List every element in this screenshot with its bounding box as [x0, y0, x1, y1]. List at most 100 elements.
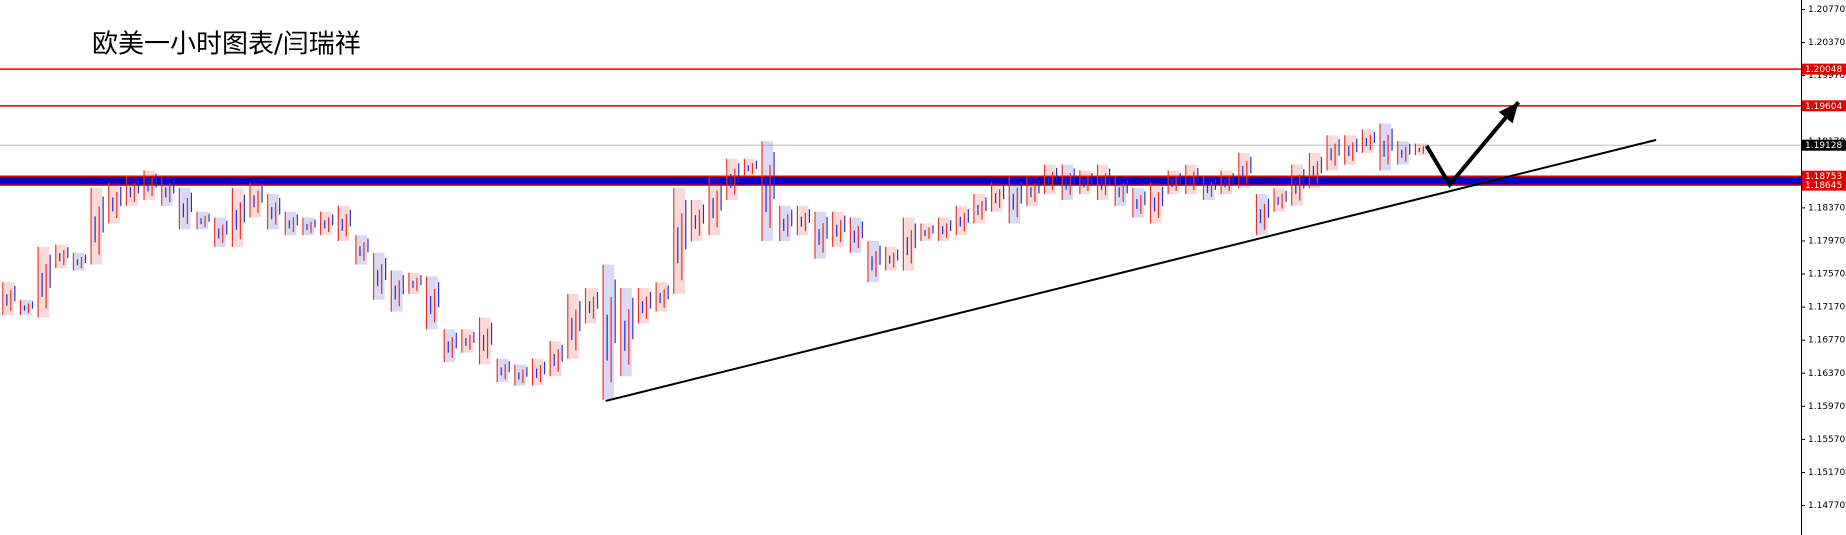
y-tick-label: 1.18370: [1808, 203, 1845, 213]
price-bar: [425, 276, 440, 330]
price-bar: [796, 205, 810, 236]
bar-range: [3, 282, 14, 316]
bar-range: [1345, 135, 1356, 165]
price-bar: [902, 217, 916, 271]
price-bar: [849, 217, 863, 253]
price-bar: [37, 246, 51, 318]
bar-range: [939, 217, 950, 242]
price-label: 1.20048: [1805, 65, 1842, 75]
bar-range: [1045, 164, 1056, 195]
price-bar: [637, 288, 652, 324]
bar-range: [974, 194, 985, 224]
price-bar: [973, 194, 987, 224]
bar-range: [321, 211, 332, 236]
price-bar: [620, 288, 634, 377]
price-bar: [1043, 164, 1058, 195]
price-bar: [408, 272, 422, 294]
bar-range: [1275, 188, 1286, 212]
bar-range: [374, 252, 385, 300]
price-label: 1.18753: [1805, 172, 1842, 182]
bar-range: [851, 217, 862, 253]
bar-range: [904, 217, 915, 271]
bar-range: [127, 176, 138, 206]
price-bar: [708, 176, 722, 236]
bar-range: [586, 288, 597, 324]
bar-range: [268, 194, 279, 230]
bar-range: [1310, 152, 1321, 189]
bar-range: [604, 264, 615, 400]
bar-range: [180, 188, 191, 230]
bar-range: [1292, 164, 1303, 206]
bar-range: [1257, 194, 1268, 236]
bar-range: [568, 293, 579, 359]
price-bar: [461, 329, 475, 353]
bar-range: [1416, 143, 1427, 156]
bar-range: [356, 235, 367, 265]
price-bar: [1008, 176, 1022, 224]
bar-range: [339, 205, 350, 242]
bar-range: [763, 141, 774, 242]
price-bar: [302, 217, 316, 236]
bar-range: [162, 176, 173, 206]
bar-range: [1098, 164, 1109, 200]
bar-range: [1080, 170, 1091, 195]
bar-range: [515, 364, 526, 386]
price-bar: [514, 364, 528, 386]
bar-range: [1222, 170, 1233, 195]
bar-range: [145, 170, 156, 200]
price-bar: [1096, 164, 1111, 200]
y-tick-label: 1.17170: [1808, 303, 1845, 313]
price-bar: [1361, 129, 1376, 153]
arrow-head: [1498, 102, 1519, 124]
bar-range: [480, 317, 491, 365]
price-label-box: [1802, 139, 1846, 151]
bar-range: [56, 244, 67, 269]
bar-range: [498, 358, 509, 383]
price-bar: [832, 211, 846, 247]
bar-range: [198, 211, 209, 230]
price-bar: [443, 329, 457, 363]
y-tick-label: 1.15570: [1808, 435, 1845, 445]
price-bar: [355, 235, 369, 265]
price-bar: [885, 246, 899, 271]
bar-range: [445, 329, 456, 363]
price-bar: [1414, 143, 1428, 156]
bar-range: [215, 217, 226, 247]
price-bar: [1167, 170, 1181, 195]
price-bar: [1079, 170, 1093, 195]
bar-range: [1151, 182, 1162, 224]
price-bar: [320, 211, 334, 236]
price-bar: [602, 264, 616, 400]
price-bar: [690, 199, 705, 242]
price-bar: [231, 188, 245, 247]
price-bar: [1026, 176, 1040, 206]
price-bar: [1379, 123, 1393, 171]
price-bar: [726, 158, 740, 200]
bar-range: [462, 329, 473, 353]
price-bar: [761, 141, 775, 242]
bar-range: [886, 246, 897, 271]
price-bar: [1149, 182, 1164, 224]
price-bar: [920, 223, 934, 242]
bar-range: [692, 199, 703, 242]
price-bar: [955, 205, 969, 236]
price-bar: [1273, 188, 1287, 212]
chart-title: 欧美一小时图表/闫瑞祥: [92, 30, 361, 60]
price-bar: [938, 217, 952, 242]
price-bar: [125, 176, 140, 206]
bar-range: [1381, 123, 1392, 171]
price-bar: [673, 188, 687, 294]
price-bar: [1255, 194, 1270, 236]
price-label-box: [1802, 170, 1846, 182]
price-bar: [1061, 164, 1075, 200]
bar-range: [1239, 152, 1250, 189]
bar-range: [833, 211, 844, 247]
price-bar: [584, 288, 599, 324]
bar-range: [798, 205, 809, 236]
support-zone: [0, 176, 1801, 186]
bar-range: [745, 158, 756, 177]
price-bar: [373, 252, 387, 300]
price-bar: [1308, 152, 1323, 189]
price-bar: [337, 205, 351, 242]
price-bar: [549, 341, 563, 377]
